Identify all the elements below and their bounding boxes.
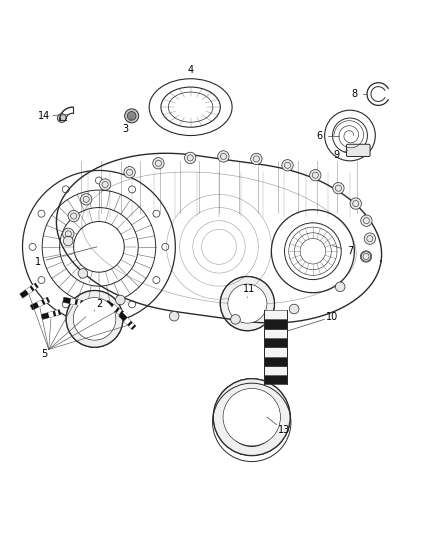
Circle shape: [124, 167, 135, 178]
Circle shape: [99, 179, 111, 190]
Circle shape: [290, 304, 299, 314]
Text: 4: 4: [187, 65, 194, 75]
Bar: [30, 297, 50, 310]
Bar: [76, 306, 96, 318]
Circle shape: [231, 314, 240, 324]
Circle shape: [333, 182, 344, 194]
Circle shape: [95, 310, 102, 317]
Bar: [32, 284, 37, 290]
Bar: [111, 304, 118, 312]
Text: 5: 5: [41, 349, 47, 359]
Circle shape: [74, 298, 116, 340]
Bar: [265, 348, 287, 357]
Bar: [26, 287, 32, 294]
Circle shape: [81, 193, 92, 205]
Circle shape: [220, 277, 275, 330]
Text: 7: 7: [347, 246, 353, 256]
Circle shape: [361, 215, 372, 227]
Bar: [63, 297, 83, 306]
Bar: [129, 322, 134, 328]
Circle shape: [162, 244, 169, 251]
Circle shape: [127, 111, 136, 120]
Circle shape: [38, 210, 45, 217]
Bar: [37, 300, 43, 307]
Circle shape: [213, 379, 290, 456]
Circle shape: [57, 114, 66, 123]
Circle shape: [38, 277, 45, 284]
Bar: [265, 329, 287, 338]
Text: 14: 14: [38, 111, 50, 121]
Circle shape: [251, 154, 262, 165]
Text: 9: 9: [333, 150, 339, 160]
Bar: [124, 318, 131, 325]
Circle shape: [29, 244, 36, 251]
Circle shape: [66, 290, 123, 348]
Text: 13: 13: [278, 425, 290, 435]
Bar: [41, 310, 61, 320]
Text: 8: 8: [351, 89, 357, 99]
Circle shape: [62, 186, 69, 193]
Circle shape: [223, 389, 280, 446]
Circle shape: [184, 152, 196, 164]
Circle shape: [62, 301, 69, 308]
Bar: [77, 300, 81, 305]
FancyBboxPatch shape: [346, 144, 370, 157]
Bar: [105, 300, 124, 316]
Circle shape: [153, 158, 164, 169]
Circle shape: [125, 109, 139, 123]
Bar: [89, 311, 94, 318]
Bar: [43, 298, 48, 304]
Text: 1: 1: [35, 257, 41, 267]
Circle shape: [170, 311, 179, 321]
Bar: [265, 319, 287, 329]
Circle shape: [64, 236, 73, 246]
Circle shape: [228, 285, 267, 323]
Text: 10: 10: [326, 312, 339, 322]
Bar: [55, 310, 59, 316]
Bar: [265, 357, 287, 366]
Circle shape: [361, 252, 371, 261]
Circle shape: [129, 186, 136, 193]
Bar: [48, 311, 54, 318]
Text: 11: 11: [244, 284, 256, 294]
Circle shape: [350, 198, 361, 209]
Circle shape: [116, 295, 125, 305]
Circle shape: [68, 211, 79, 222]
Circle shape: [364, 233, 375, 244]
Circle shape: [78, 269, 88, 278]
Circle shape: [336, 282, 345, 292]
Bar: [265, 366, 287, 375]
Bar: [119, 312, 136, 330]
Bar: [70, 298, 76, 304]
Bar: [265, 310, 287, 319]
Bar: [265, 375, 287, 384]
Circle shape: [360, 251, 372, 262]
Text: 2: 2: [96, 298, 102, 309]
Circle shape: [95, 177, 102, 184]
Circle shape: [153, 210, 160, 217]
Text: 3: 3: [122, 124, 128, 134]
Circle shape: [310, 169, 321, 181]
Circle shape: [218, 151, 229, 162]
Bar: [265, 338, 287, 348]
Bar: [20, 283, 39, 298]
Circle shape: [63, 228, 74, 239]
Circle shape: [129, 301, 136, 308]
Text: 6: 6: [316, 131, 322, 141]
Circle shape: [153, 277, 160, 284]
Bar: [117, 309, 122, 314]
Circle shape: [282, 159, 293, 171]
Bar: [83, 309, 89, 316]
